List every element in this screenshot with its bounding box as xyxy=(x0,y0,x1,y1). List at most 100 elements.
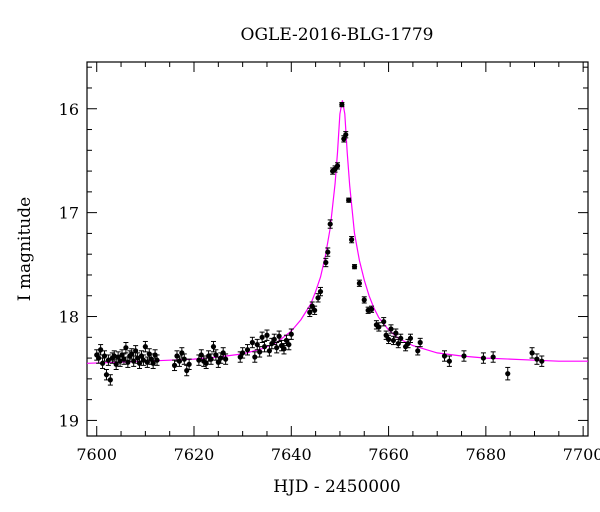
model-curve xyxy=(86,100,588,364)
point-marker xyxy=(103,372,110,378)
point-marker xyxy=(276,333,282,339)
data-point xyxy=(244,344,251,356)
point-marker xyxy=(121,356,127,362)
point-marker xyxy=(390,337,397,344)
point-marker xyxy=(171,362,178,368)
point-marker xyxy=(446,358,452,364)
data-point xyxy=(368,305,375,313)
point-marker xyxy=(441,353,448,359)
data-point xyxy=(210,340,217,353)
y-tick-label: 18 xyxy=(59,308,79,327)
data-point xyxy=(171,359,178,372)
point-marker xyxy=(405,340,411,347)
data-point xyxy=(407,333,414,343)
point-marker xyxy=(252,354,258,360)
point-marker xyxy=(361,297,367,303)
point-marker xyxy=(286,341,292,348)
point-marker xyxy=(136,360,143,366)
data-point xyxy=(257,346,263,358)
model-curve-layer xyxy=(86,100,588,364)
point-marker xyxy=(266,348,273,354)
point-marker xyxy=(107,377,113,383)
point-marker xyxy=(154,357,160,363)
data-point xyxy=(505,366,511,381)
data-point xyxy=(105,354,112,366)
point-marker xyxy=(123,345,129,351)
data-point xyxy=(441,350,448,362)
axis-ticks xyxy=(87,62,588,436)
data-point xyxy=(376,322,382,332)
data-point xyxy=(208,353,214,365)
data-point xyxy=(261,340,268,353)
point-marker xyxy=(317,288,324,295)
data-point xyxy=(133,345,139,357)
point-marker xyxy=(111,353,117,359)
data-point xyxy=(264,329,270,341)
point-marker xyxy=(343,132,349,138)
data-point xyxy=(254,338,260,351)
point-marker xyxy=(490,354,496,360)
point-marker xyxy=(179,350,185,356)
point-marker xyxy=(274,345,280,351)
data-point xyxy=(131,355,137,367)
data-point xyxy=(415,346,421,356)
point-marker xyxy=(213,352,219,358)
point-marker xyxy=(315,295,321,301)
data-point xyxy=(461,350,467,362)
data-point xyxy=(213,349,219,361)
point-marker xyxy=(203,360,209,366)
point-marker xyxy=(186,361,192,367)
point-marker xyxy=(98,347,104,353)
point-marker xyxy=(388,326,394,332)
point-marker xyxy=(376,324,382,330)
data-point xyxy=(361,296,367,304)
point-marker xyxy=(184,367,190,374)
point-marker xyxy=(312,307,318,313)
data-point xyxy=(417,337,423,348)
data-point xyxy=(142,340,148,353)
point-marker xyxy=(323,259,329,266)
data-point xyxy=(325,247,331,257)
point-marker xyxy=(140,357,147,363)
point-marker xyxy=(198,352,204,358)
point-marker xyxy=(142,344,148,350)
data-point xyxy=(349,236,355,244)
data-point xyxy=(351,264,358,270)
point-marker xyxy=(99,360,106,366)
data-point xyxy=(111,350,117,362)
point-marker xyxy=(259,334,265,340)
data-point xyxy=(534,353,540,365)
data-point xyxy=(315,293,321,303)
data-point xyxy=(388,324,394,334)
point-marker xyxy=(385,336,392,342)
data-point xyxy=(385,334,392,345)
x-tick-label: 7700 xyxy=(563,445,600,464)
data-point xyxy=(184,364,190,377)
data-point xyxy=(186,358,192,371)
y-tick-label: 17 xyxy=(59,204,79,223)
point-marker xyxy=(181,356,187,362)
point-marker xyxy=(381,319,387,325)
point-marker xyxy=(129,351,135,357)
point-marker xyxy=(264,332,270,338)
point-marker xyxy=(368,306,375,312)
axis-tick-labels: 7600 7620 7640 7660 7680 7700 16 17 18 19 xyxy=(59,100,600,464)
data-point xyxy=(339,101,345,108)
data-point xyxy=(356,279,362,287)
point-marker xyxy=(398,335,404,341)
point-marker xyxy=(461,353,467,359)
data-point xyxy=(123,342,129,354)
point-marker xyxy=(271,336,277,342)
point-marker xyxy=(393,330,399,336)
point-marker xyxy=(101,353,108,359)
data-point xyxy=(240,347,246,359)
point-marker xyxy=(144,359,150,365)
data-point xyxy=(107,374,113,386)
data-point xyxy=(381,317,387,327)
data-point xyxy=(140,354,147,366)
data-point xyxy=(446,355,452,367)
data-point xyxy=(101,350,108,362)
point-marker xyxy=(176,358,183,364)
data-point xyxy=(259,331,265,343)
data-point xyxy=(346,197,352,203)
